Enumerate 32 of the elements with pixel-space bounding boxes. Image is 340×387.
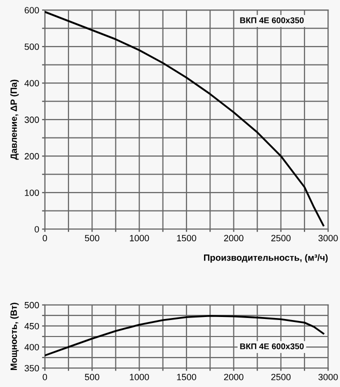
x-tick-label: 1500: [177, 234, 196, 242]
x-tick-label: 0: [42, 374, 48, 380]
x-tick-label: 1500: [177, 374, 196, 380]
y-tick-label: 200: [24, 153, 39, 160]
x-tick-label: 1000: [130, 374, 149, 380]
x-tick-label: 500: [84, 234, 100, 242]
annotation: ВКП 4Е 600x350: [240, 343, 304, 350]
y-axis-title: Мощность, (Вт): [10, 302, 19, 370]
x-tick-label: 2000: [224, 374, 244, 380]
line-series: [44, 10, 324, 226]
line-series: [44, 314, 324, 356]
y-tick-label: 450: [24, 322, 39, 330]
y-tick-label: 300: [24, 116, 39, 123]
x-tick-label: 500: [84, 374, 100, 380]
y-tick-label: 500: [24, 44, 39, 50]
y-tick-label: 0: [34, 226, 39, 232]
y-axis-title: Давление, ΔP (Па): [10, 80, 19, 160]
x-axis-title: Производительность, (м³/ч): [204, 254, 328, 263]
y-tick-label: 100: [24, 190, 39, 196]
x-tick-label: 3000: [318, 234, 338, 242]
x-tick-label: 0: [42, 234, 48, 242]
y-tick-label: 350: [24, 365, 39, 372]
y-tick-label: 400: [24, 344, 39, 350]
x-tick-label: 3000: [318, 374, 338, 380]
y-tick-label: 600: [24, 7, 39, 14]
x-tick-label: 2500: [271, 374, 291, 380]
x-tick-label: 1000: [130, 234, 149, 242]
annotation: ВКП 4Е 600x350: [240, 17, 304, 24]
y-tick-label: 400: [24, 80, 39, 86]
y-tick-label: 500: [24, 302, 39, 308]
x-tick-label: 2500: [271, 234, 291, 242]
x-tick-label: 2000: [224, 234, 244, 242]
